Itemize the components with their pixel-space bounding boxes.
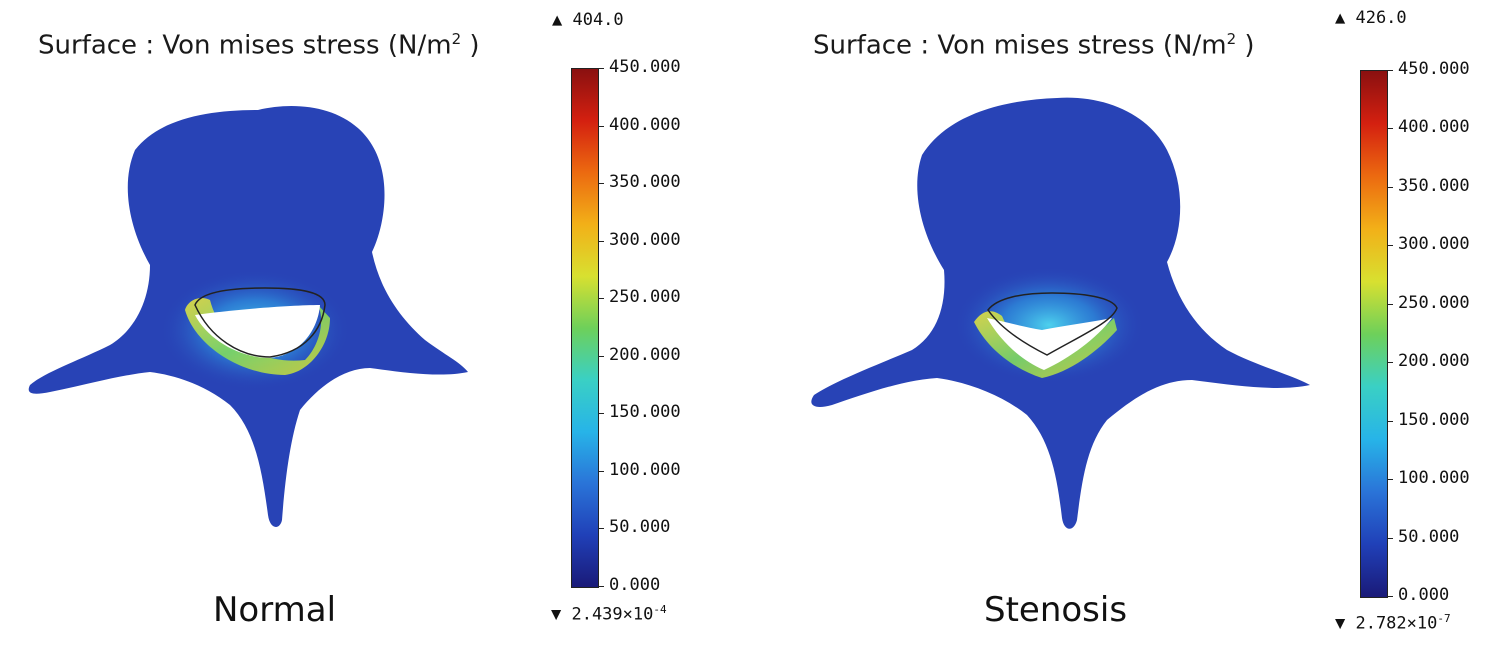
colorbar-tick-mark	[1387, 596, 1393, 597]
colorbar-max-marker: ▲ 426.0	[1335, 8, 1407, 28]
colorbar-tick-label: 150.000	[1398, 409, 1470, 430]
vertebra-normal	[28, 106, 469, 527]
canal-outline	[987, 292, 1118, 356]
colorbar-tick-mark	[598, 355, 604, 357]
plot-title: Surface : Von mises stress (N/m2 )	[38, 30, 480, 61]
vertebra-stenosis	[811, 97, 1310, 529]
colorbar-tick-label: 200.000	[1398, 351, 1470, 372]
colorbar-tick-label: 350.000	[609, 172, 681, 193]
colorbar-tick-label: 400.000	[1398, 117, 1470, 138]
colorbar-tick-mark	[598, 298, 604, 300]
colorbar-tick-label: 300.000	[609, 229, 681, 250]
panel-label: Normal	[213, 590, 337, 630]
colorbar-tick-label: 0.000	[1398, 585, 1450, 605]
colorbar-min-marker: ▼ 2.439×10-4	[551, 603, 667, 625]
panel-normal: Surface : Von mises stress (N/m2 ) Norma…	[0, 0, 752, 645]
colorbar-tick-label: 450.000	[1398, 59, 1470, 79]
colorbar-tick-mark	[598, 470, 604, 472]
colorbar-tick-label: 0.000	[609, 575, 661, 595]
colorbar-tick-mark	[598, 586, 604, 587]
colorbar-tick-mark	[1387, 70, 1393, 71]
colorbar-tick-mark	[598, 528, 604, 530]
colorbar-tick-label: 450.000	[609, 57, 681, 77]
spinal-canal	[987, 318, 1112, 370]
colorbar-tick-label: 200.000	[609, 344, 681, 365]
spinal-canal	[195, 305, 320, 358]
colorbar-tick-label: 100.000	[609, 459, 681, 480]
colorbar-tick-mark	[1387, 186, 1393, 188]
colorbar-tick-mark	[1387, 303, 1393, 305]
colorbar-tick-label: 250.000	[1398, 292, 1470, 313]
colorbar-tick-mark	[1387, 420, 1393, 422]
colorbar-tick-mark	[598, 125, 604, 127]
colorbar-tick-mark	[1387, 245, 1393, 247]
colorbar-tick-mark	[598, 413, 604, 415]
colorbar-tick-mark	[1387, 128, 1393, 130]
plot-title: Surface : Von mises stress (N/m2 )	[813, 30, 1255, 61]
colorbar-tick-label: 400.000	[609, 114, 681, 135]
colorbar-tick-mark	[598, 240, 604, 242]
colorbar-tick-label: 350.000	[1398, 175, 1470, 196]
panel-label: Stenosis	[984, 590, 1128, 630]
colorbar-tick-mark	[1387, 537, 1393, 539]
colorbar	[571, 68, 599, 588]
colorbar-tick-label: 150.000	[609, 402, 681, 423]
colorbar-min-marker: ▼ 2.782×10-7	[1335, 612, 1451, 634]
canal-outline	[194, 287, 326, 358]
colorbar	[1360, 70, 1388, 598]
panel-stenosis: Surface : Von mises stress (N/m2 ) Steno…	[752, 0, 1504, 645]
colorbar-tick-label: 50.000	[609, 517, 671, 538]
colorbar-tick-label: 100.000	[1398, 468, 1470, 489]
colorbar-tick-mark	[1387, 362, 1393, 364]
colorbar-tick-mark	[1387, 479, 1393, 481]
colorbar-tick-mark	[598, 68, 604, 69]
colorbar-tick-mark	[598, 183, 604, 185]
colorbar-tick-label: 250.000	[609, 287, 681, 308]
colorbar-tick-label: 50.000	[1398, 526, 1460, 547]
colorbar-max-marker: ▲ 404.0	[552, 10, 624, 30]
colorbar-tick-label: 300.000	[1398, 234, 1470, 255]
